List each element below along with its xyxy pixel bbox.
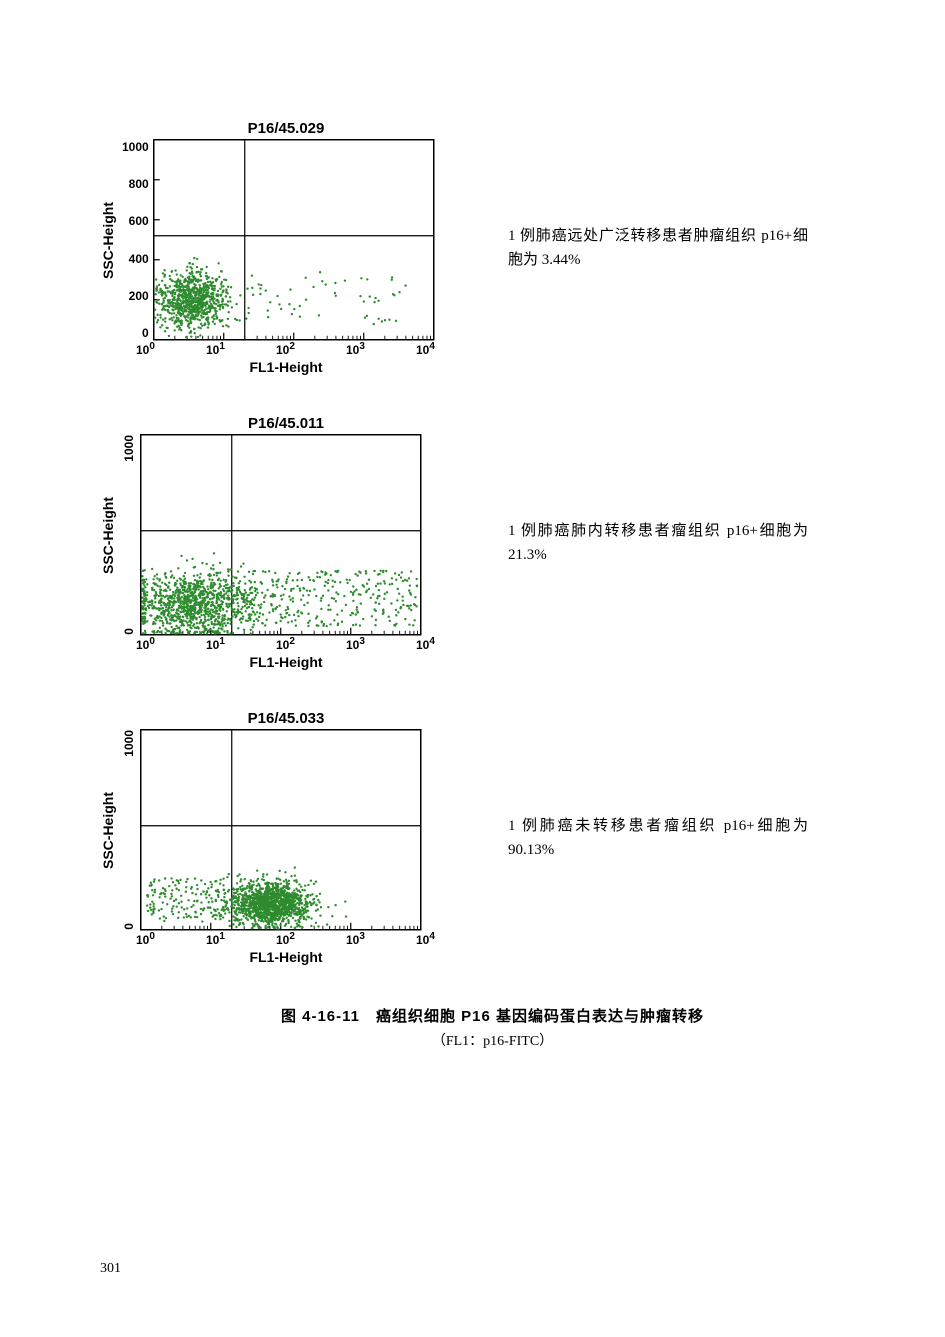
plot-annotation: 1 例肺癌肺内转移患者瘤组织 p16+细胞为 21.3%	[508, 519, 808, 567]
x-axis-label: FL1-Height	[146, 949, 426, 965]
y-axis-label: SSC-Height	[100, 792, 118, 869]
figure-caption-main: 图 4-16-11 癌组织细胞 P16 基因编码蛋白表达与肿瘤转移	[143, 1005, 843, 1026]
plot-row: P16/45.011 SSC-Height 1000 0100 101 102 103 104…	[100, 415, 885, 670]
x-tick-label: 104	[416, 341, 435, 357]
plot-title: P16/45.011	[146, 415, 426, 432]
y-tick-label: 0	[142, 326, 149, 340]
x-tick-label: 100	[136, 341, 155, 357]
y-tick-label: 600	[129, 214, 149, 228]
y-axis-label: SSC-Height	[100, 497, 118, 574]
x-tick-label: 102	[276, 636, 295, 652]
plot-wrap: P16/45.011 SSC-Height 1000 0100 101 102 103 104…	[100, 415, 470, 670]
x-tick-label: 101	[206, 636, 225, 652]
plot-wrap: P16/45.029 SSC-Height 1000 800 600 400 200 0100…	[100, 120, 470, 375]
x-tick-label: 100	[136, 636, 155, 652]
y-tick-label: 1000	[122, 730, 136, 757]
x-tick-label: 103	[346, 636, 365, 652]
x-axis-label: FL1-Height	[146, 654, 426, 670]
plot-title: P16/45.033	[146, 710, 426, 727]
plot-title: P16/45.029	[146, 120, 426, 137]
plot-row: P16/45.029 SSC-Height 1000 800 600 400 200 0100…	[100, 120, 885, 375]
y-tick-label: 0	[122, 628, 136, 635]
y-tick-label: 1000	[122, 435, 136, 462]
y-tick-label: 800	[129, 177, 149, 191]
x-tick-label: 104	[416, 931, 435, 947]
plot-body: SSC-Height 1000 800 600 400 200 0	[100, 139, 470, 341]
plot-body: SSC-Height 1000 0	[100, 729, 470, 931]
plot-annotation: 1 例肺癌未转移患者瘤组织 p16+细胞为 90.13%	[508, 814, 808, 862]
y-axis-ticks: 1000 0	[122, 730, 140, 930]
y-axis-ticks: 1000 800 600 400 200 0	[122, 140, 153, 340]
x-tick-label: 103	[346, 931, 365, 947]
y-tick-label: 0	[122, 923, 136, 930]
plot-body: SSC-Height 1000 0	[100, 434, 470, 636]
x-axis-ticks: 100101102103104	[146, 636, 426, 652]
y-tick-label: 200	[129, 289, 149, 303]
plot-row: P16/45.033 SSC-Height 1000 0100 101 102 103 104…	[100, 710, 885, 965]
x-tick-label: 104	[416, 636, 435, 652]
y-axis-ticks: 1000 0	[122, 435, 140, 635]
scatter-plot	[140, 434, 422, 636]
figure-caption-sub: （FL1：p16-FITC）	[143, 1030, 843, 1050]
x-tick-label: 101	[206, 341, 225, 357]
x-tick-label: 102	[276, 931, 295, 947]
x-tick-label: 101	[206, 931, 225, 947]
page: P16/45.029SSC-Height10008006004002000100…	[0, 0, 945, 1337]
x-tick-label: 100	[136, 931, 155, 947]
x-tick-label: 102	[276, 341, 295, 357]
plot-wrap: P16/45.033 SSC-Height 1000 0100 101 102 103 104…	[100, 710, 470, 965]
x-tick-label: 103	[346, 341, 365, 357]
page-number: 301	[100, 1261, 121, 1277]
x-axis-label: FL1-Height	[146, 359, 426, 375]
plots-container: P16/45.029SSC-Height10008006004002000100…	[100, 120, 885, 965]
x-axis-ticks: 100101102103104	[146, 931, 426, 947]
x-axis-ticks: 100101102103104	[146, 341, 426, 357]
plot-annotation: 1 例肺癌远处广泛转移患者肿瘤组织 p16+细胞为 3.44%	[508, 224, 808, 272]
y-tick-label: 1000	[122, 140, 149, 154]
y-tick-label: 400	[129, 252, 149, 266]
scatter-plot	[140, 729, 422, 931]
figure-caption: 图 4-16-11 癌组织细胞 P16 基因编码蛋白表达与肿瘤转移 （FL1：p…	[143, 1005, 843, 1050]
scatter-plot	[153, 139, 435, 341]
y-axis-label: SSC-Height	[100, 202, 118, 279]
